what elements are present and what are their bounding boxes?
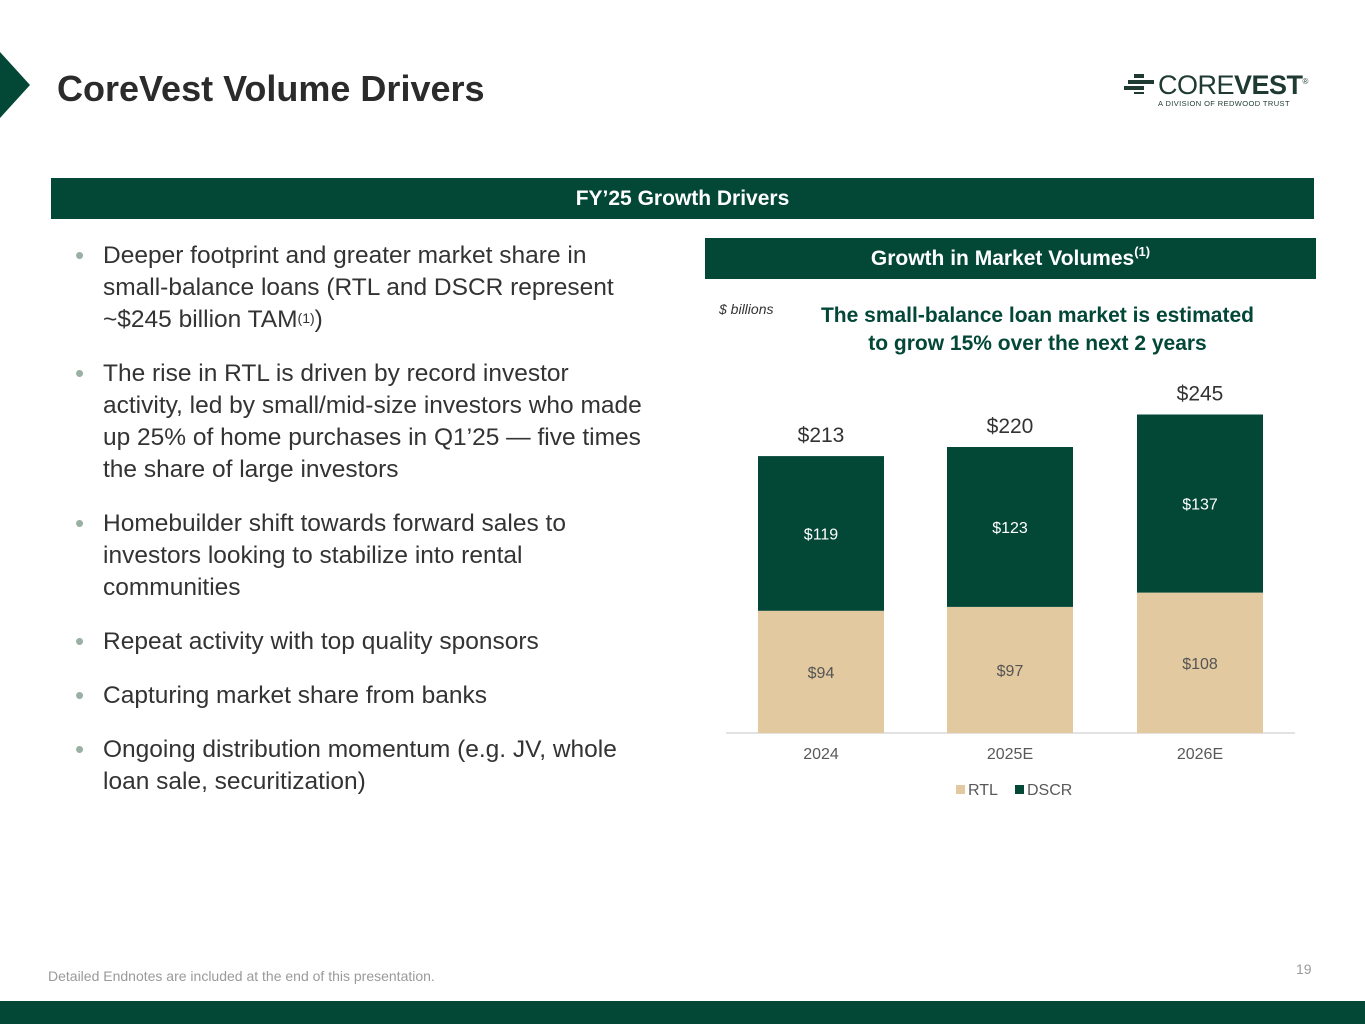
corevest-logo: COREVEST® A DIVISION OF REDWOOD TRUST [1120, 70, 1310, 110]
endnotes-note: Detailed Endnotes are included at the en… [48, 968, 435, 984]
x-tick-label: 2025E [987, 746, 1033, 763]
bar-rtl-2024 [758, 610, 884, 733]
bar-dscr-2025e [947, 447, 1073, 607]
bullet-dot-icon: • [75, 734, 85, 764]
data-label-dscr: $137 [1182, 497, 1218, 514]
total-label: $213 [798, 424, 845, 447]
data-label-dscr: $123 [992, 520, 1028, 537]
data-label-dscr: $119 [804, 526, 839, 543]
growth-drivers-banner: FY’25 Growth Drivers [51, 178, 1314, 219]
bullet-item: • Capturing market share from banks [75, 680, 487, 710]
bar-dscr-2026e [1137, 414, 1263, 593]
bullet-item: • Repeat activity with top quality sponso… [75, 626, 539, 656]
bullet-item: • Homebuilder shift towards forward sales… [75, 508, 566, 601]
stacked-bar-chart: $94 $119 $213 2024 $97 $123 $220 2025E $108 $137 $… [726, 383, 1295, 799]
data-label-rtl: $108 [1182, 656, 1218, 673]
bullet-item: • Ongoing distribution momentum (e.g. JV,… [75, 734, 617, 795]
bullet-dot-icon: • [75, 626, 85, 656]
logo-wordmark: COREVEST® [1158, 70, 1308, 100]
bullet-dot-icon: • [75, 240, 85, 270]
bullet-dot-icon: • [75, 680, 85, 710]
chart-units-label: $ billions [719, 301, 774, 317]
logo-subtitle: A DIVISION OF REDWOOD TRUST [1158, 99, 1290, 108]
chart-header: Growth in Market Volumes (1) [705, 238, 1316, 279]
bullet-item: • Deeper footprint and greater market sha… [75, 240, 614, 333]
bar-rtl-2025e [947, 606, 1073, 733]
logo-mark-icon [1124, 74, 1154, 94]
chart-subtitle: The small-balance loan market is estimat… [820, 304, 1254, 355]
x-tick-label: 2024 [803, 746, 839, 763]
bullet-dot-icon: • [75, 508, 85, 538]
legend-label-dscr: DSCR [1027, 782, 1072, 799]
bullet-item: • The rise in RTL is driven by record inv… [75, 358, 642, 483]
legend-label-rtl: RTL [968, 782, 998, 799]
total-label: $220 [987, 415, 1034, 438]
page-title: CoreVest Volume Drivers [57, 68, 485, 109]
data-label-rtl: $94 [808, 665, 835, 682]
bullet-dot-icon: • [75, 358, 85, 388]
data-label-rtl: $97 [997, 663, 1024, 680]
legend-swatch-rtl [956, 785, 965, 794]
total-label: $245 [1177, 383, 1224, 406]
bar-dscr-2024 [758, 456, 884, 611]
bar-rtl-2026e [1137, 592, 1263, 733]
footer-bar [0, 1001, 1365, 1024]
bullet-list: • Deeper footprint and greater market sha… [75, 240, 655, 820]
page-number: 19 [1296, 961, 1312, 977]
corner-arrow-decoration [0, 52, 30, 118]
x-tick-label: 2026E [1177, 746, 1223, 763]
legend-swatch-dscr [1015, 785, 1024, 794]
